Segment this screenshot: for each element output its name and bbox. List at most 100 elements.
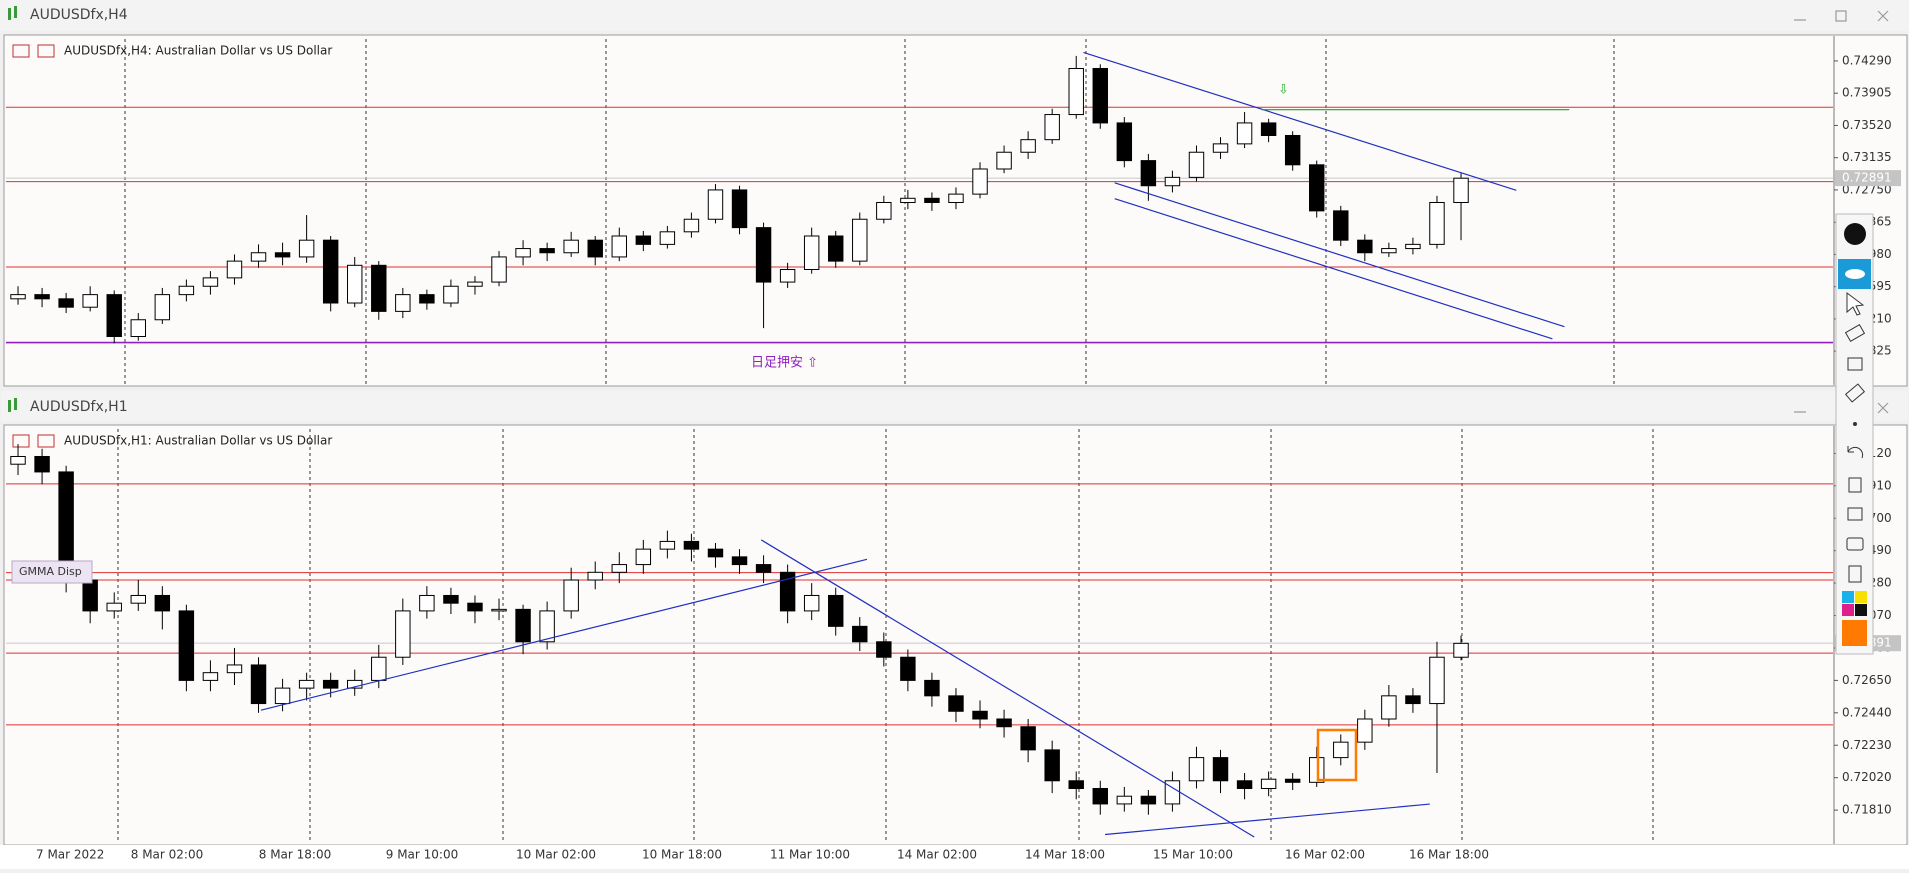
candle-body <box>226 260 243 279</box>
candle-body <box>154 294 171 321</box>
x-tick-label: 14 Mar 02:00 <box>897 848 977 862</box>
candle-body <box>563 239 579 254</box>
candle-body <box>82 294 98 308</box>
candle-body <box>972 168 988 195</box>
y-tick-label: 0.71810 <box>1842 803 1892 817</box>
candle-body <box>1309 757 1325 783</box>
candle-body <box>250 252 267 262</box>
trendline <box>760 539 1255 838</box>
candle-body <box>154 594 171 612</box>
candle-body <box>683 218 700 233</box>
y-tick-label: 0.73905 <box>1842 86 1892 100</box>
indicator-button[interactable] <box>11 560 93 584</box>
chart-header: AUDUSDfx,H1: Australian Dollar vs US Dol… <box>64 434 332 448</box>
y-tick-label: 0.74290 <box>1842 53 1892 67</box>
candle-body <box>1284 134 1301 166</box>
candle-body <box>1212 757 1229 782</box>
candle-body <box>250 664 267 705</box>
candle-body <box>82 579 98 612</box>
x-tick-label: 8 Mar 02:00 <box>131 848 204 862</box>
toolbar-icon[interactable] <box>1844 323 1866 343</box>
candle-body <box>587 239 603 258</box>
candle-body <box>202 277 219 287</box>
x-tick-label: 15 Mar 10:00 <box>1153 848 1233 862</box>
candle-body <box>371 656 387 681</box>
candle-body <box>1405 695 1421 705</box>
title-bar <box>0 0 1909 31</box>
candle-body <box>322 679 339 689</box>
candle-body <box>443 594 459 604</box>
toolbar-icon[interactable] <box>1847 446 1864 459</box>
trendline <box>1114 182 1565 328</box>
chart-header: AUDUSDfx,H4: Australian Dollar vs US Dol… <box>64 44 332 58</box>
x-tick-label: 14 Mar 18:00 <box>1025 848 1105 862</box>
x-tick-label: 9 Mar 10:00 <box>386 848 459 862</box>
candle-body <box>347 679 363 689</box>
candle-body <box>515 608 531 643</box>
candle-body <box>1309 164 1325 212</box>
candle-body <box>1453 177 1469 203</box>
toolbar-icon[interactable] <box>1846 537 1864 551</box>
candle-body <box>1260 122 1277 136</box>
color-swatch[interactable] <box>1855 604 1867 616</box>
toolbar-icon[interactable] <box>1844 223 1866 245</box>
candle-body <box>948 695 964 712</box>
toolbar-icon[interactable] <box>1853 422 1857 426</box>
candle-body <box>10 455 26 465</box>
candle-body <box>34 455 50 473</box>
candle-body <box>106 602 122 612</box>
toolbar-icon[interactable] <box>1846 292 1865 316</box>
candle-body <box>178 285 195 296</box>
toolbar-icon[interactable] <box>1844 383 1866 403</box>
candle-body <box>1381 248 1397 254</box>
chart-frame <box>3 34 1908 387</box>
header-icons <box>12 44 55 448</box>
candle-body <box>106 294 122 338</box>
candle-body <box>876 201 892 220</box>
close-button[interactable] <box>1877 10 1889 22</box>
candle-body <box>1092 787 1108 805</box>
y-tick-label: 0.72440 <box>1842 705 1892 719</box>
candle-body <box>419 294 435 304</box>
candle-body <box>755 227 772 283</box>
color-swatch[interactable] <box>1842 604 1854 616</box>
candle-body <box>274 252 291 258</box>
candle-body <box>683 540 700 550</box>
candle-body <box>635 235 652 245</box>
candle-body <box>274 687 291 705</box>
candle-body <box>924 679 940 697</box>
candle-body <box>828 594 844 627</box>
window-title: AUDUSDfx,H1 <box>30 399 128 415</box>
maximize-button[interactable] <box>1835 10 1847 22</box>
candle-body <box>178 610 195 681</box>
candle-body <box>395 294 411 312</box>
candle-body <box>1236 780 1253 789</box>
toolbar-icon[interactable] <box>1848 565 1862 583</box>
candle-body <box>803 594 820 612</box>
candle-body <box>10 294 26 300</box>
candle-body <box>395 610 411 658</box>
y-tick-label: 0.72230 <box>1842 738 1892 752</box>
y-tick-label: 0.72650 <box>1842 673 1892 687</box>
color-swatch[interactable] <box>1842 620 1867 646</box>
current-price-box <box>1835 170 1901 187</box>
x-tick-label: 8 Mar 18:00 <box>259 848 332 862</box>
toolbar-icon[interactable] <box>1847 357 1863 371</box>
trendline <box>1083 51 1517 191</box>
candle-body <box>659 540 676 550</box>
indicator-button-label[interactable]: GMMA Disp <box>19 565 82 578</box>
candle-body <box>996 151 1012 170</box>
x-tick-label: 16 Mar 02:00 <box>1285 848 1365 862</box>
candle-body <box>1333 741 1349 759</box>
color-swatch[interactable] <box>1855 591 1867 603</box>
candle-body <box>491 256 507 283</box>
candle-body <box>852 218 868 262</box>
toolbar-icon[interactable] <box>1847 507 1863 521</box>
candle-body <box>371 264 387 312</box>
candle-body <box>1020 139 1036 153</box>
candle-body <box>1453 642 1469 658</box>
candle-body <box>443 285 459 304</box>
toolbar-icon[interactable] <box>1848 477 1862 493</box>
color-swatch[interactable] <box>1842 591 1854 603</box>
close-button[interactable] <box>1877 402 1889 414</box>
